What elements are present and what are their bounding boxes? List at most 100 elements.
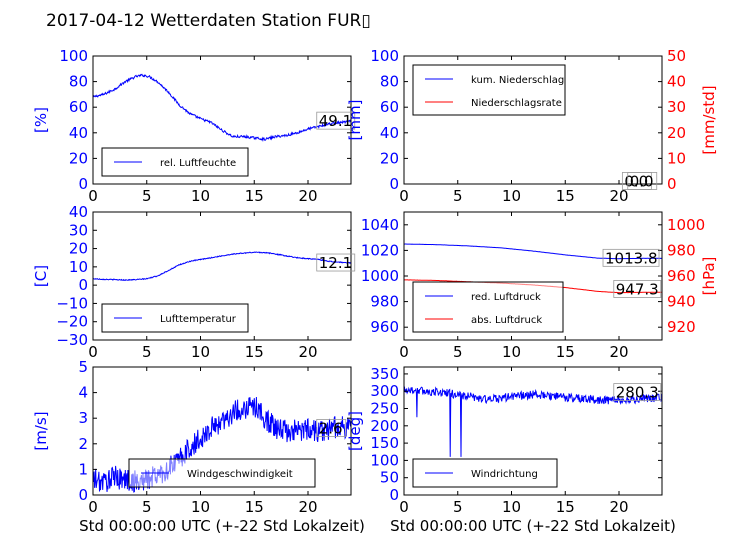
legend-label: rel. Luftfeuchte bbox=[160, 158, 236, 169]
legend-box bbox=[412, 64, 566, 116]
y-tick-label: 0 bbox=[78, 276, 88, 294]
x-tick-label: 0 bbox=[88, 498, 98, 516]
y-tick-label: 20 bbox=[380, 149, 399, 167]
y-tick-label: 5 bbox=[78, 358, 88, 376]
y-tick-label: 200 bbox=[370, 417, 399, 435]
y-tick-label: 0 bbox=[78, 175, 88, 193]
legend-label: red. Luftdruck bbox=[471, 292, 541, 303]
x-tick-label: 0 bbox=[399, 498, 409, 516]
series-group bbox=[93, 73, 351, 142]
legend: Windrichtung bbox=[412, 458, 558, 488]
annotation-box bbox=[613, 383, 662, 402]
legend: kum. Niederschlag Niederschlagsrate bbox=[412, 64, 566, 116]
x-tick-label: 0 bbox=[88, 343, 98, 361]
x-tick-label: 5 bbox=[142, 343, 152, 361]
legend-label: kum. Niederschlag bbox=[471, 75, 564, 86]
plot-frame bbox=[92, 55, 352, 185]
x-tick-label: 15 bbox=[556, 343, 575, 361]
y-tick-label: 100 bbox=[370, 47, 399, 65]
y-tick-label: 1020 bbox=[361, 241, 399, 259]
x-tick-label: 5 bbox=[453, 187, 463, 205]
y2-tick-label: 10 bbox=[667, 149, 686, 167]
x-tick-label: 10 bbox=[191, 343, 210, 361]
x-axis-label: Std 00:00:00 UTC (+-22 Std Lokalzeit) bbox=[390, 517, 676, 535]
annotation-box bbox=[316, 111, 356, 130]
series-line-rel-luftfeuchte bbox=[93, 73, 351, 142]
x-tick-label: 5 bbox=[453, 343, 463, 361]
x-tick-label: 0 bbox=[399, 187, 409, 205]
y-axis-label: [%] bbox=[32, 107, 50, 133]
legend-label: Windrichtung bbox=[471, 469, 538, 480]
legend: Lufttemperatur bbox=[101, 303, 249, 333]
value-annotation: 0.0 bbox=[630, 172, 654, 190]
y-tick-label: 150 bbox=[370, 434, 399, 452]
x-tick-label: 20 bbox=[298, 187, 317, 205]
y-tick-label: 30 bbox=[69, 221, 88, 239]
y-tick-label: 0 bbox=[78, 486, 88, 504]
x-tick-label: 15 bbox=[245, 343, 264, 361]
y-tick-label: 60 bbox=[69, 98, 88, 116]
y2-tick-label: 980 bbox=[667, 241, 696, 259]
y-tick-label: 1 bbox=[78, 460, 88, 478]
y-tick-label: 4 bbox=[78, 384, 88, 402]
y2-axis-label: [hPa] bbox=[700, 257, 718, 296]
series-group bbox=[93, 251, 351, 282]
annotation-box bbox=[602, 248, 660, 267]
chart-temperature: 0 5 10 15 20−30−20−10010203040[C]Lufttempera… bbox=[32, 203, 356, 361]
y2-tick-label: 50 bbox=[667, 47, 686, 65]
y2-axis-label: [mm/std] bbox=[700, 85, 718, 154]
y-tick-label: 960 bbox=[370, 318, 399, 336]
x-tick-label: 0 bbox=[399, 343, 409, 361]
y-tick-label: 250 bbox=[370, 400, 399, 418]
plot-frame bbox=[403, 366, 663, 496]
annotation-box bbox=[627, 172, 658, 190]
y-tick-label: 40 bbox=[69, 124, 88, 142]
y-tick-label: 40 bbox=[380, 124, 399, 142]
y2-tick-label: 0 bbox=[667, 175, 677, 193]
y-tick-label: 350 bbox=[370, 365, 399, 383]
y2-tick-label: 960 bbox=[667, 267, 696, 285]
x-tick-label: 20 bbox=[609, 498, 628, 516]
x-tick-label: 15 bbox=[556, 498, 575, 516]
legend-box bbox=[412, 281, 564, 333]
x-axis-label: Std 00:00:00 UTC (+-22 Std Lokalzeit) bbox=[79, 517, 365, 535]
value-annotation: 0.0 bbox=[624, 172, 648, 190]
chart-pressure: 0 5 10 15 20 960 980 1000 1020 1040 920 940 960 980 10… bbox=[361, 211, 718, 361]
y2-tick-label: 40 bbox=[667, 73, 686, 91]
y2-tick-label: 20 bbox=[667, 124, 686, 142]
figure-title: 2017-04-12 Wetterdaten Station FUR▯ bbox=[46, 11, 371, 31]
value-annotation: 49.1 bbox=[319, 112, 352, 130]
y-tick-label: 3 bbox=[78, 409, 88, 427]
y-tick-label: 80 bbox=[380, 73, 399, 91]
value-annotation: 2.6 bbox=[319, 419, 343, 437]
x-tick-label: 20 bbox=[609, 187, 628, 205]
y2-tick-label: 1000 bbox=[667, 216, 705, 234]
chart-windspeed: 0 5 10 15 20 0 1 2 3 4 5 [m/s] Std 00:00:00 UTC (+-2… bbox=[32, 358, 365, 535]
value-annotation: 12.1 bbox=[319, 254, 352, 272]
y-tick-label: 300 bbox=[370, 382, 399, 400]
x-tick-label: 10 bbox=[502, 187, 521, 205]
series-line-lufttemperatur bbox=[93, 251, 351, 282]
x-tick-label: 5 bbox=[453, 498, 463, 516]
y-tick-label: 20 bbox=[69, 240, 88, 258]
plot-frame bbox=[403, 55, 663, 185]
x-tick-label: 0 bbox=[88, 187, 98, 205]
y-tick-label: 80 bbox=[69, 73, 88, 91]
y-tick-label: −10 bbox=[56, 294, 88, 312]
y2-tick-label: 30 bbox=[667, 98, 686, 116]
series-line-red-luftdruck bbox=[404, 243, 662, 260]
legend-label: Niederschlagsrate bbox=[471, 98, 562, 109]
legend-label: Windgeschwindigkeit bbox=[187, 469, 293, 480]
legend: rel. Luftfeuchte bbox=[101, 147, 249, 177]
x-tick-label: 15 bbox=[556, 187, 575, 205]
legend-label: abs. Luftdruck bbox=[471, 315, 542, 326]
legend: Windgeschwindigkeit bbox=[128, 458, 316, 488]
annotation-box bbox=[316, 419, 347, 437]
annotation-box bbox=[316, 253, 356, 272]
y-tick-label: 0 bbox=[389, 486, 399, 504]
y2-tick-label: 920 bbox=[667, 318, 696, 336]
y-tick-label: 60 bbox=[380, 98, 399, 116]
x-tick-label: 10 bbox=[502, 343, 521, 361]
